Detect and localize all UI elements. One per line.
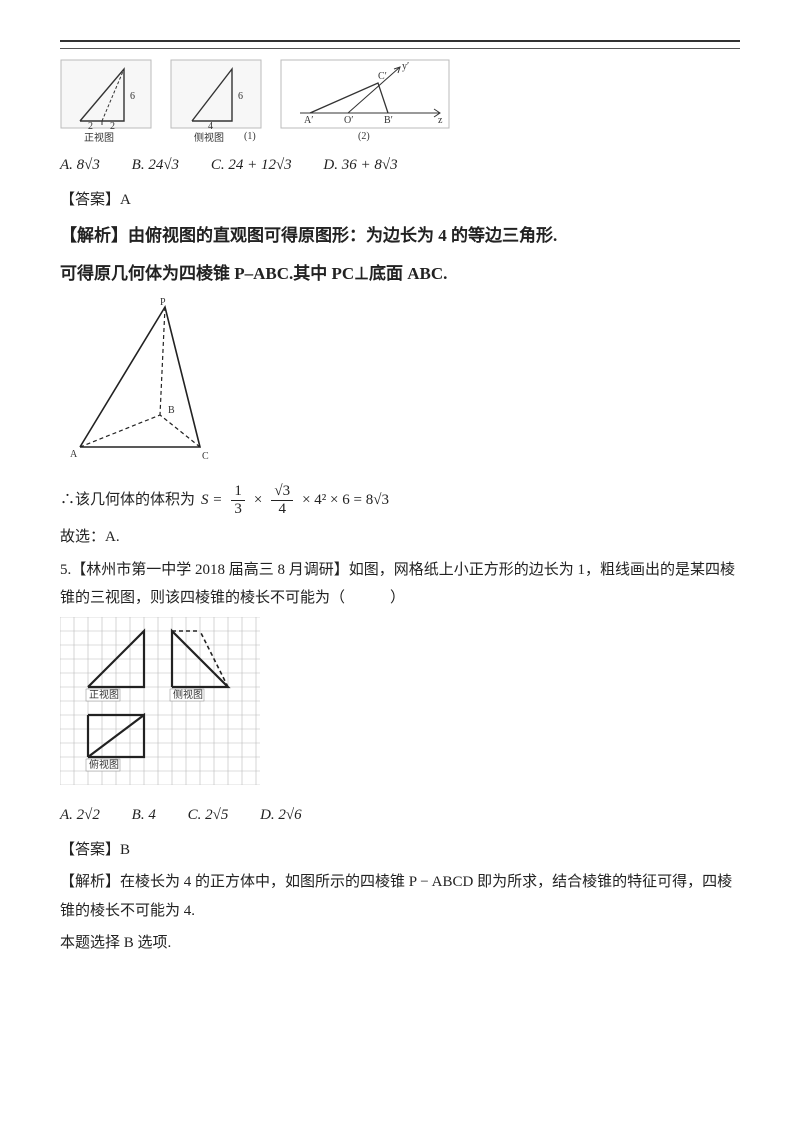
opt5-B: B. 4	[132, 801, 156, 830]
top-rule	[60, 40, 740, 42]
dim-2a: 2	[88, 121, 93, 132]
three-view-grid-icon: 正视图 侧视图 俯视图	[60, 617, 260, 785]
C-prime: C′	[378, 71, 387, 82]
O-prime: O′	[344, 115, 353, 126]
frac1-top: 1	[231, 483, 245, 501]
side-view-label: 侧视图	[194, 131, 224, 143]
opt5-A: A. 2√2	[60, 801, 100, 830]
formula-S: S =	[201, 486, 222, 515]
figure-row-1: 2 2 6 正视图 4 6 (1) 侧视图 A′ O′ B′ C′ y	[60, 59, 740, 143]
analysis-q4-l2: 可得原几何体为四棱锥 P–ABC.其中 PC⊥底面 ABC.	[60, 258, 740, 290]
q5-text: 5.【林州市第一中学 2018 届高三 8 月调研】如图，网格纸上小正方形的边长…	[60, 556, 740, 613]
frac-root3-4: √3 4	[271, 483, 293, 517]
label-P: P	[160, 297, 166, 308]
opt-C: C. 24 + 12√3	[211, 151, 292, 180]
dim-2b: 2	[110, 121, 115, 132]
opt-A: A. 8√3	[60, 151, 100, 180]
front-view-icon: 2 2 6 正视图	[60, 59, 152, 143]
paren2: (2)	[358, 131, 370, 142]
front-view-label: 正视图	[84, 131, 114, 143]
paren1: (1)	[244, 131, 256, 142]
formula-tail: × 4² × 6 = 8√3	[302, 486, 389, 515]
side-view-icon: 4 6 (1) 侧视图	[170, 59, 262, 143]
volume-formula: ∴该几何体的体积为 S = 1 3 × √3 4 × 4² × 6 = 8√3	[60, 483, 740, 517]
answer-q4: 【答案】A	[60, 186, 740, 215]
formula-prefix: ∴该几何体的体积为	[60, 486, 195, 515]
analysis-q5: 【解析】在棱长为 4 的正方体中，如图所示的四棱锥 P − ABCD 即为所求，…	[60, 868, 740, 925]
grid-top-label: 俯视图	[89, 758, 119, 771]
times1: ×	[254, 486, 262, 515]
B-prime: B′	[384, 115, 393, 126]
analysis-q4-l1: 【解析】由俯视图的直观图可得原图形：为边长为 4 的等边三角形.	[60, 220, 740, 252]
opt5-D: D. 2√6	[260, 801, 302, 830]
opt-B: B. 24√3	[132, 151, 179, 180]
dim-6a: 6	[130, 91, 135, 102]
page: 2 2 6 正视图 4 6 (1) 侧视图 A′ O′ B′ C′ y	[0, 0, 800, 1042]
conclusion-q4: 故选：A.	[60, 523, 740, 552]
opt-D: D. 36 + 8√3	[323, 151, 397, 180]
y-prime: y′	[402, 61, 409, 72]
oblique-view-icon: A′ O′ B′ C′ y′ z (2)	[280, 59, 450, 143]
dim-4: 4	[208, 121, 213, 132]
grid-side-label: 侧视图	[173, 688, 203, 701]
mid-rule	[60, 48, 740, 49]
label-C: C	[202, 451, 209, 462]
options-q4: A. 8√3 B. 24√3 C. 24 + 12√3 D. 36 + 8√3	[60, 151, 740, 180]
opt5-C: C. 2√5	[188, 801, 229, 830]
options-q5: A. 2√2 B. 4 C. 2√5 D. 2√6	[60, 801, 740, 830]
choice-q5: 本题选择 B 选项.	[60, 929, 740, 958]
label-A: A	[70, 449, 78, 460]
frac-1-3: 1 3	[231, 483, 245, 517]
z-axis: z	[438, 115, 443, 126]
frac2-top: √3	[271, 483, 293, 501]
tetra-diagram-icon: P A B C	[60, 297, 230, 467]
label-B: B	[168, 405, 175, 416]
answer-q5: 【答案】B	[60, 836, 740, 865]
A-prime: A′	[304, 115, 313, 126]
frac2-bot: 4	[271, 501, 293, 518]
grid-front-label: 正视图	[89, 688, 119, 701]
dim-6b: 6	[238, 91, 243, 102]
frac1-bot: 3	[231, 501, 245, 518]
